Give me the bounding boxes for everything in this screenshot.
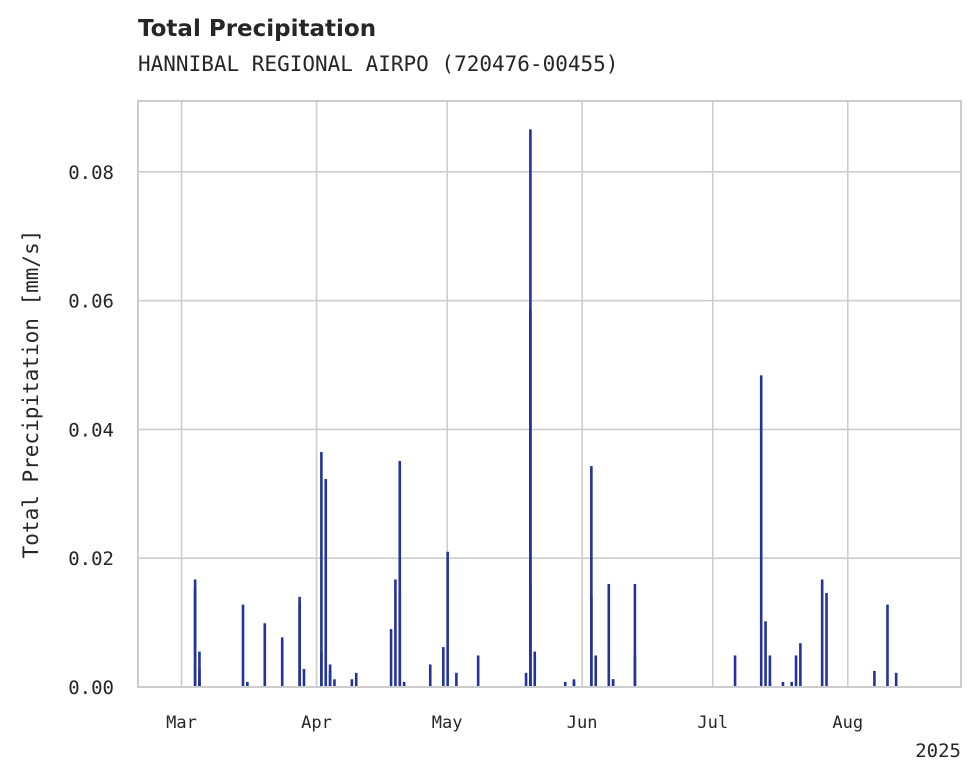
precipitation-bar xyxy=(402,681,406,687)
precipitation-bar xyxy=(328,670,332,687)
precipitation-bar xyxy=(529,583,532,687)
precipitation-bar xyxy=(333,679,336,687)
precipitation-bar xyxy=(524,672,528,687)
precipitation-bar xyxy=(820,579,824,687)
precipitation-bar xyxy=(263,681,267,687)
x-tick-label: May xyxy=(432,713,463,733)
precipitation-bar xyxy=(529,310,532,687)
y-tick-label: 0.08 xyxy=(68,162,114,184)
precipitation-bar xyxy=(246,681,249,687)
precipitation-bar xyxy=(263,623,267,687)
precipitation-bar xyxy=(759,375,763,687)
precipitation-bar xyxy=(354,672,358,687)
precipitation-bar xyxy=(886,604,889,687)
precipitation-bar xyxy=(894,672,898,687)
y-axis-ticks: 0.00 0.02 0.04 0.06 0.08 xyxy=(68,162,114,699)
x-axis-ticks: Mar Apr May Jun Jul Aug xyxy=(166,713,863,733)
precipitation-bar xyxy=(428,664,432,687)
x-tick-label: Mar xyxy=(166,713,197,733)
precipitation-bar xyxy=(442,647,445,687)
precipitation-bar xyxy=(298,596,301,687)
precipitation-bar xyxy=(781,681,785,687)
precipitation-bar xyxy=(594,655,598,687)
precipitation-bar xyxy=(455,672,458,687)
precipitation-bar xyxy=(790,681,793,687)
precipitation-bar xyxy=(350,679,354,687)
precipitation-bar xyxy=(563,681,567,687)
precipitation-bar xyxy=(302,668,306,687)
precipitation-bar xyxy=(198,668,201,687)
precipitation-bar xyxy=(324,479,328,687)
precipitation-bar xyxy=(873,670,876,687)
x-tick-label: Aug xyxy=(832,713,863,733)
precipitation-bar xyxy=(320,451,323,687)
x-tick-label: Jul xyxy=(697,713,728,733)
precipitation-bar xyxy=(398,460,402,687)
precipitation-bar xyxy=(280,637,284,687)
chart-subtitle: HANNIBAL REGIONAL AIRPO (720476-00455) xyxy=(138,52,619,76)
precipitation-bar xyxy=(764,621,767,687)
precipitation-bar xyxy=(825,592,828,687)
precipitation-bar xyxy=(633,655,637,687)
y-tick-label: 0.06 xyxy=(68,291,114,313)
precipitation-bar xyxy=(446,551,449,687)
precipitation-bar xyxy=(198,681,201,687)
y-tick-label: 0.04 xyxy=(68,419,114,441)
precipitation-bar xyxy=(389,629,393,687)
plot-frame xyxy=(137,100,962,688)
x-tick-label: Jun xyxy=(567,713,598,733)
precipitation-bar xyxy=(241,604,245,687)
precipitation-bar xyxy=(611,679,615,687)
precipitation-bar xyxy=(794,655,798,687)
precipitation-bar xyxy=(633,583,637,687)
x-axis-year-label: 2025 xyxy=(915,740,961,762)
precipitation-bar xyxy=(533,651,537,687)
x-tick-label: Apr xyxy=(301,713,332,733)
y-tick-label: 0.02 xyxy=(68,548,114,570)
precipitation-bar xyxy=(607,583,611,687)
y-axis-label: Total Precipitation [mm/s] xyxy=(19,230,43,559)
precipitation-bar xyxy=(768,655,772,687)
precipitation-bars xyxy=(193,129,898,688)
precipitation-bar xyxy=(799,643,802,687)
precipitation-bar xyxy=(733,655,737,687)
precipitation-bar xyxy=(590,466,593,687)
grid-lines xyxy=(138,101,961,688)
precipitation-bar xyxy=(572,679,576,687)
precipitation-bar xyxy=(193,579,197,687)
y-tick-label: 0.00 xyxy=(68,677,114,699)
chart-title: Total Precipitation xyxy=(138,16,377,42)
precipitation-bar xyxy=(476,655,480,687)
precipitation-bar xyxy=(394,579,397,687)
